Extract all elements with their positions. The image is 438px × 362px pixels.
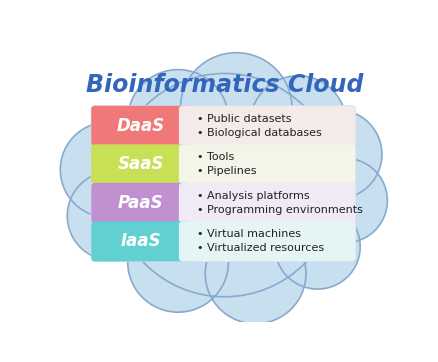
FancyBboxPatch shape: [91, 106, 190, 146]
FancyBboxPatch shape: [178, 144, 355, 184]
Circle shape: [274, 205, 360, 289]
Circle shape: [112, 73, 336, 297]
FancyBboxPatch shape: [178, 106, 355, 146]
FancyBboxPatch shape: [178, 221, 355, 261]
FancyBboxPatch shape: [178, 183, 355, 223]
Text: PaaS: PaaS: [118, 194, 163, 212]
Text: • Virtualized resources: • Virtualized resources: [197, 243, 324, 253]
Text: • Pipelines: • Pipelines: [197, 166, 256, 176]
FancyBboxPatch shape: [91, 221, 190, 261]
FancyBboxPatch shape: [91, 144, 190, 184]
Circle shape: [127, 70, 228, 170]
Text: Bioinformatics Cloud: Bioinformatics Cloud: [86, 73, 363, 97]
FancyBboxPatch shape: [91, 106, 355, 146]
Text: DaaS: DaaS: [117, 117, 165, 135]
Text: • Virtual machines: • Virtual machines: [197, 230, 301, 239]
FancyBboxPatch shape: [91, 221, 355, 261]
Text: SaaS: SaaS: [117, 155, 164, 173]
Text: • Tools: • Tools: [197, 152, 234, 163]
Text: IaaS: IaaS: [120, 232, 161, 251]
Circle shape: [301, 158, 386, 243]
FancyBboxPatch shape: [91, 183, 190, 223]
Circle shape: [291, 110, 381, 199]
Text: • Public datasets: • Public datasets: [197, 114, 291, 124]
Text: • Programming environments: • Programming environments: [197, 205, 363, 215]
Text: • Analysis platforms: • Analysis platforms: [197, 191, 309, 201]
Circle shape: [67, 171, 157, 261]
Circle shape: [60, 122, 156, 218]
Text: • Biological databases: • Biological databases: [197, 128, 321, 138]
Circle shape: [205, 224, 305, 324]
Circle shape: [180, 53, 291, 164]
Ellipse shape: [116, 81, 332, 289]
FancyBboxPatch shape: [91, 183, 355, 223]
Circle shape: [127, 212, 228, 312]
FancyBboxPatch shape: [91, 144, 355, 184]
Circle shape: [250, 76, 346, 171]
